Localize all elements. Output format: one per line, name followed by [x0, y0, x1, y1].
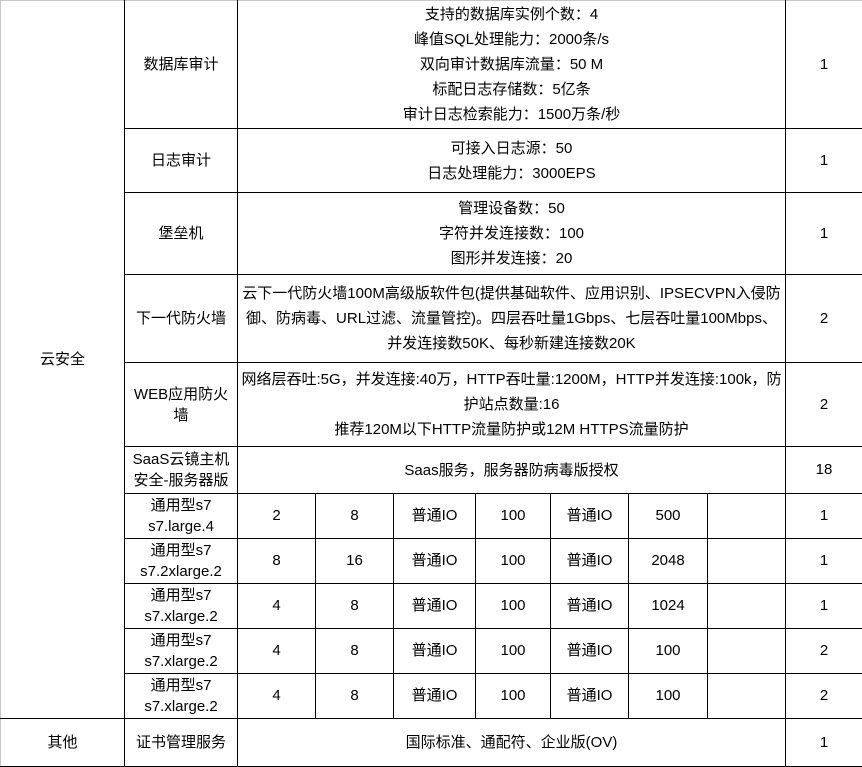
disk-size-cell: 100: [628, 628, 708, 674]
empty-cell: [707, 673, 786, 719]
spec-cell: 网络层吞吐:5G，并发连接:40万，HTTP吞吐量:1200M，HTTP并发连接…: [237, 362, 786, 447]
table-row: 通用型s7 s7.xlarge.2 4 8 普通IO 100 普通IO 100 …: [1, 673, 862, 719]
table-row: 云安全 数据库审计 支持的数据库实例个数：4 峰值SQL处理能力：2000条/s…: [0, 0, 862, 719]
io-type-cell: 普通IO: [393, 538, 476, 584]
product-cell: 通用型s7 s7.xlarge.2: [124, 583, 238, 629]
empty-cell: [707, 493, 786, 539]
qty-cell: 2: [785, 274, 862, 363]
memory-cell: 8: [315, 493, 394, 539]
memory-cell: 8: [315, 583, 394, 629]
table-row: 堡垒机 管理设备数：50 字符并发连接数：100 图形并发连接：20 1: [1, 192, 862, 275]
disk-size-cell: 100: [475, 493, 551, 539]
table-row: 其他 证书管理服务 国际标准、通配符、企业版(OV) 1: [0, 718, 862, 767]
table-row: 通用型s7 s7.xlarge.2 4 8 普通IO 100 普通IO 1024…: [1, 583, 862, 629]
product-cell: SaaS云镜主机安全-服务器版: [124, 446, 238, 494]
empty-cell: [707, 538, 786, 584]
qty-cell: 1: [785, 583, 862, 629]
product-cell: 堡垒机: [124, 192, 238, 275]
vcpu-cell: 4: [237, 583, 316, 629]
io-type-cell: 普通IO: [393, 583, 476, 629]
spec-cell: 国际标准、通配符、企业版(OV): [237, 718, 786, 767]
io-type-cell: 普通IO: [550, 673, 629, 719]
table-row: 日志审计 可接入日志源：50 日志处理能力：3000EPS 1: [1, 128, 862, 193]
product-cell: WEB应用防火墙: [124, 362, 238, 447]
qty-cell: 2: [785, 673, 862, 719]
io-type-cell: 普通IO: [550, 583, 629, 629]
product-cell: 通用型s7 s7.2xlarge.2: [124, 538, 238, 584]
disk-size-cell: 100: [475, 628, 551, 674]
category-cell-cloud-security: 云安全: [0, 0, 125, 719]
table-row: WEB应用防火墙 网络层吞吐:5G，并发连接:40万，HTTP吞吐量:1200M…: [1, 362, 862, 447]
disk-size-cell: 2048: [628, 538, 708, 584]
product-cell: 通用型s7 s7.large.4: [124, 493, 238, 539]
table-row: 下一代防火墙 云下一代防火墙100M高级版软件包(提供基础软件、应用识别、IPS…: [1, 274, 862, 363]
spec-cell: 可接入日志源：50 日志处理能力：3000EPS: [237, 128, 786, 193]
product-cell: 下一代防火墙: [124, 274, 238, 363]
io-type-cell: 普通IO: [393, 628, 476, 674]
product-cell: 通用型s7 s7.xlarge.2: [124, 628, 238, 674]
disk-size-cell: 500: [628, 493, 708, 539]
qty-cell: 18: [785, 446, 862, 494]
qty-cell: 2: [785, 362, 862, 447]
io-type-cell: 普通IO: [550, 628, 629, 674]
qty-cell: 1: [785, 538, 862, 584]
qty-cell: 1: [785, 0, 862, 129]
io-type-cell: 普通IO: [393, 493, 476, 539]
qty-cell: 1: [785, 128, 862, 193]
disk-size-cell: 100: [475, 583, 551, 629]
io-type-cell: 普通IO: [550, 493, 629, 539]
disk-size-cell: 1024: [628, 583, 708, 629]
table-row: 通用型s7 s7.xlarge.2 4 8 普通IO 100 普通IO 100 …: [1, 628, 862, 674]
disk-size-cell: 100: [628, 673, 708, 719]
table-row: 通用型s7 s7.large.4 2 8 普通IO 100 普通IO 500 1: [1, 493, 862, 539]
product-cell: 通用型s7 s7.xlarge.2: [124, 673, 238, 719]
product-cell: 数据库审计: [124, 0, 238, 129]
qty-cell: 2: [785, 628, 862, 674]
disk-size-cell: 100: [475, 673, 551, 719]
spec-cell: 支持的数据库实例个数：4 峰值SQL处理能力：2000条/s 双向审计数据库流量…: [237, 0, 786, 129]
spec-cell: 云下一代防火墙100M高级版软件包(提供基础软件、应用识别、IPSECVPN入侵…: [237, 274, 786, 363]
memory-cell: 16: [315, 538, 394, 584]
spec-cell: Saas服务，服务器防病毒版授权: [237, 446, 786, 494]
vcpu-cell: 8: [237, 538, 316, 584]
vcpu-cell: 4: [237, 628, 316, 674]
qty-cell: 1: [785, 718, 862, 767]
memory-cell: 8: [315, 673, 394, 719]
io-type-cell: 普通IO: [550, 538, 629, 584]
table-row: SaaS云镜主机安全-服务器版 Saas服务，服务器防病毒版授权 18: [1, 446, 862, 494]
spec-cell: 管理设备数：50 字符并发连接数：100 图形并发连接：20: [237, 192, 786, 275]
io-type-cell: 普通IO: [393, 673, 476, 719]
empty-cell: [707, 583, 786, 629]
disk-size-cell: 100: [475, 538, 551, 584]
vcpu-cell: 4: [237, 673, 316, 719]
product-cell: 证书管理服务: [124, 718, 238, 767]
table-row: 通用型s7 s7.2xlarge.2 8 16 普通IO 100 普通IO 20…: [1, 538, 862, 584]
empty-cell: [707, 628, 786, 674]
category-cell-other: 其他: [0, 718, 125, 767]
vcpu-cell: 2: [237, 493, 316, 539]
memory-cell: 8: [315, 628, 394, 674]
qty-cell: 1: [785, 493, 862, 539]
qty-cell: 1: [785, 192, 862, 275]
product-cell: 日志审计: [124, 128, 238, 193]
